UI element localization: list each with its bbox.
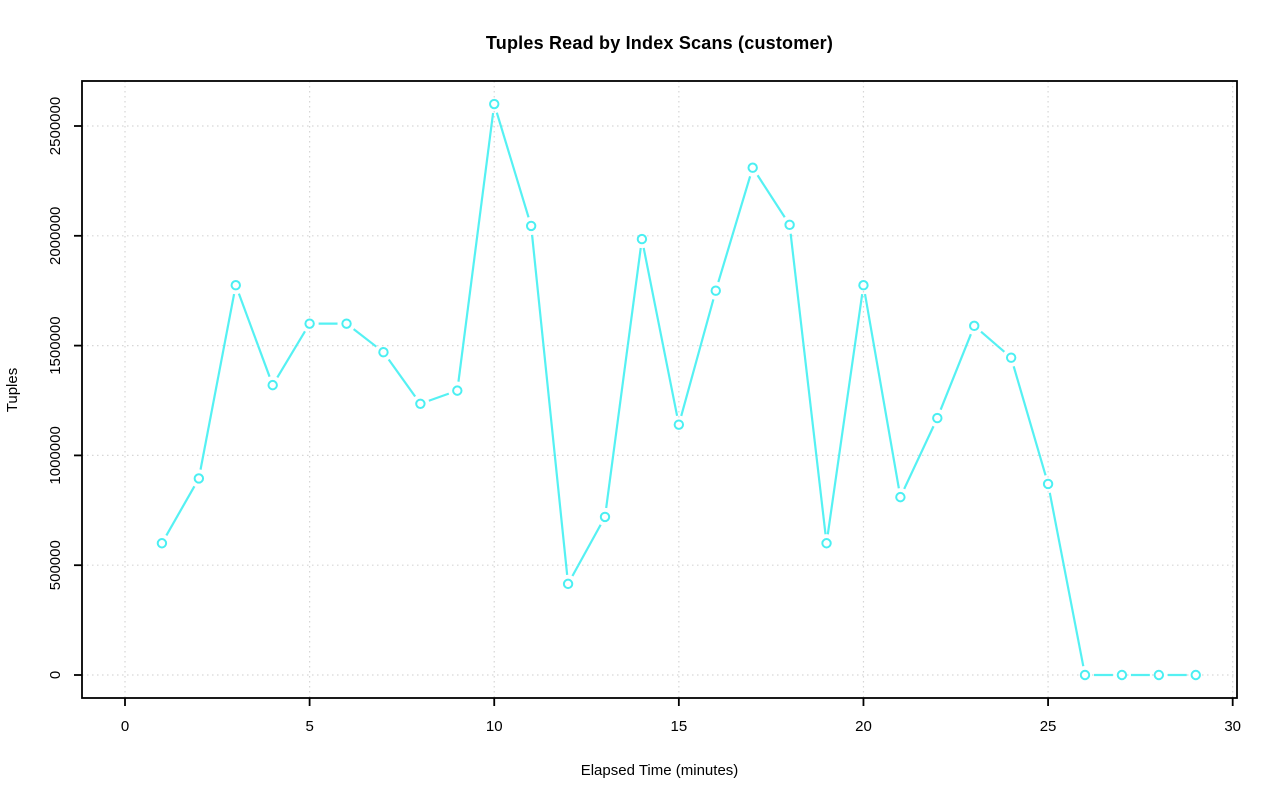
series-line-segment — [352, 328, 378, 348]
plot-box — [81, 80, 1238, 699]
series-line-segment — [276, 330, 306, 378]
series-line-segment — [605, 247, 642, 509]
series-line-segment — [980, 330, 1006, 353]
y-tick-label: 1500000 — [47, 316, 64, 374]
series-line-segment — [1012, 366, 1047, 476]
series-line-segment — [680, 299, 715, 417]
series-line-segment — [165, 485, 196, 536]
series-line-segment — [903, 425, 935, 490]
data-point — [304, 318, 315, 329]
x-tick-label: 25 — [1040, 718, 1057, 735]
series-line-segment — [457, 112, 495, 382]
data-point — [1153, 669, 1165, 681]
data-point — [562, 578, 574, 590]
data-point — [378, 346, 389, 358]
series-line-segment — [826, 293, 864, 535]
chart-title: Tuples Read by Index Scans (customer) — [485, 33, 834, 53]
data-point — [932, 412, 943, 424]
data-point — [156, 538, 168, 549]
x-tick-label: 30 — [1224, 718, 1241, 735]
x-tick-label: 10 — [486, 718, 503, 735]
series-line-segment — [428, 392, 450, 402]
data-point — [969, 320, 980, 332]
series-line-segment — [495, 112, 530, 218]
x-tick-label: 15 — [671, 718, 688, 735]
data-point — [415, 398, 426, 409]
data-point — [1005, 352, 1017, 363]
x-tick-label: 5 — [305, 718, 313, 735]
y-tick-label: 2500000 — [47, 97, 64, 155]
data-point — [784, 219, 795, 231]
data-point — [452, 385, 463, 396]
y-tick-label: 0 — [47, 671, 64, 679]
series-line-segment — [571, 524, 602, 577]
series-line-segment — [1048, 492, 1085, 667]
data-point — [710, 285, 721, 296]
data-point — [821, 538, 832, 549]
data-point — [673, 419, 685, 430]
series-line-segment — [789, 233, 827, 535]
y-tick-label: 2000000 — [47, 207, 64, 265]
series-line-segment — [642, 247, 679, 417]
data-point — [267, 379, 278, 391]
data-point — [1042, 478, 1054, 490]
x-axis-title: Elapsed Time (minutes) — [580, 762, 739, 779]
series-line-segment — [387, 358, 417, 398]
data-point — [636, 233, 648, 245]
data-point — [747, 162, 758, 173]
series-line-segment — [237, 293, 271, 378]
series-line-segment — [199, 293, 236, 470]
y-tick-label: 1000000 — [47, 426, 64, 484]
data-point — [1190, 669, 1201, 681]
series-line-segment — [756, 174, 786, 218]
x-tick-label: 0 — [121, 718, 129, 735]
series-line-segment — [863, 293, 900, 489]
y-axis-title: Tuples — [4, 367, 21, 413]
data-point — [858, 280, 869, 291]
series-line-segment — [717, 176, 752, 283]
data-point — [525, 220, 537, 232]
data-point — [895, 491, 906, 503]
data-point — [1116, 669, 1128, 681]
data-point — [230, 280, 241, 291]
series-line-segment — [939, 333, 972, 411]
y-tick-label: 500000 — [47, 540, 64, 590]
data-point — [193, 473, 205, 484]
data-point — [1079, 669, 1091, 681]
data-point — [489, 98, 500, 110]
series-line-segment — [530, 234, 569, 576]
x-tick-label: 20 — [855, 718, 872, 735]
data-point — [341, 318, 352, 329]
data-point — [599, 511, 611, 523]
